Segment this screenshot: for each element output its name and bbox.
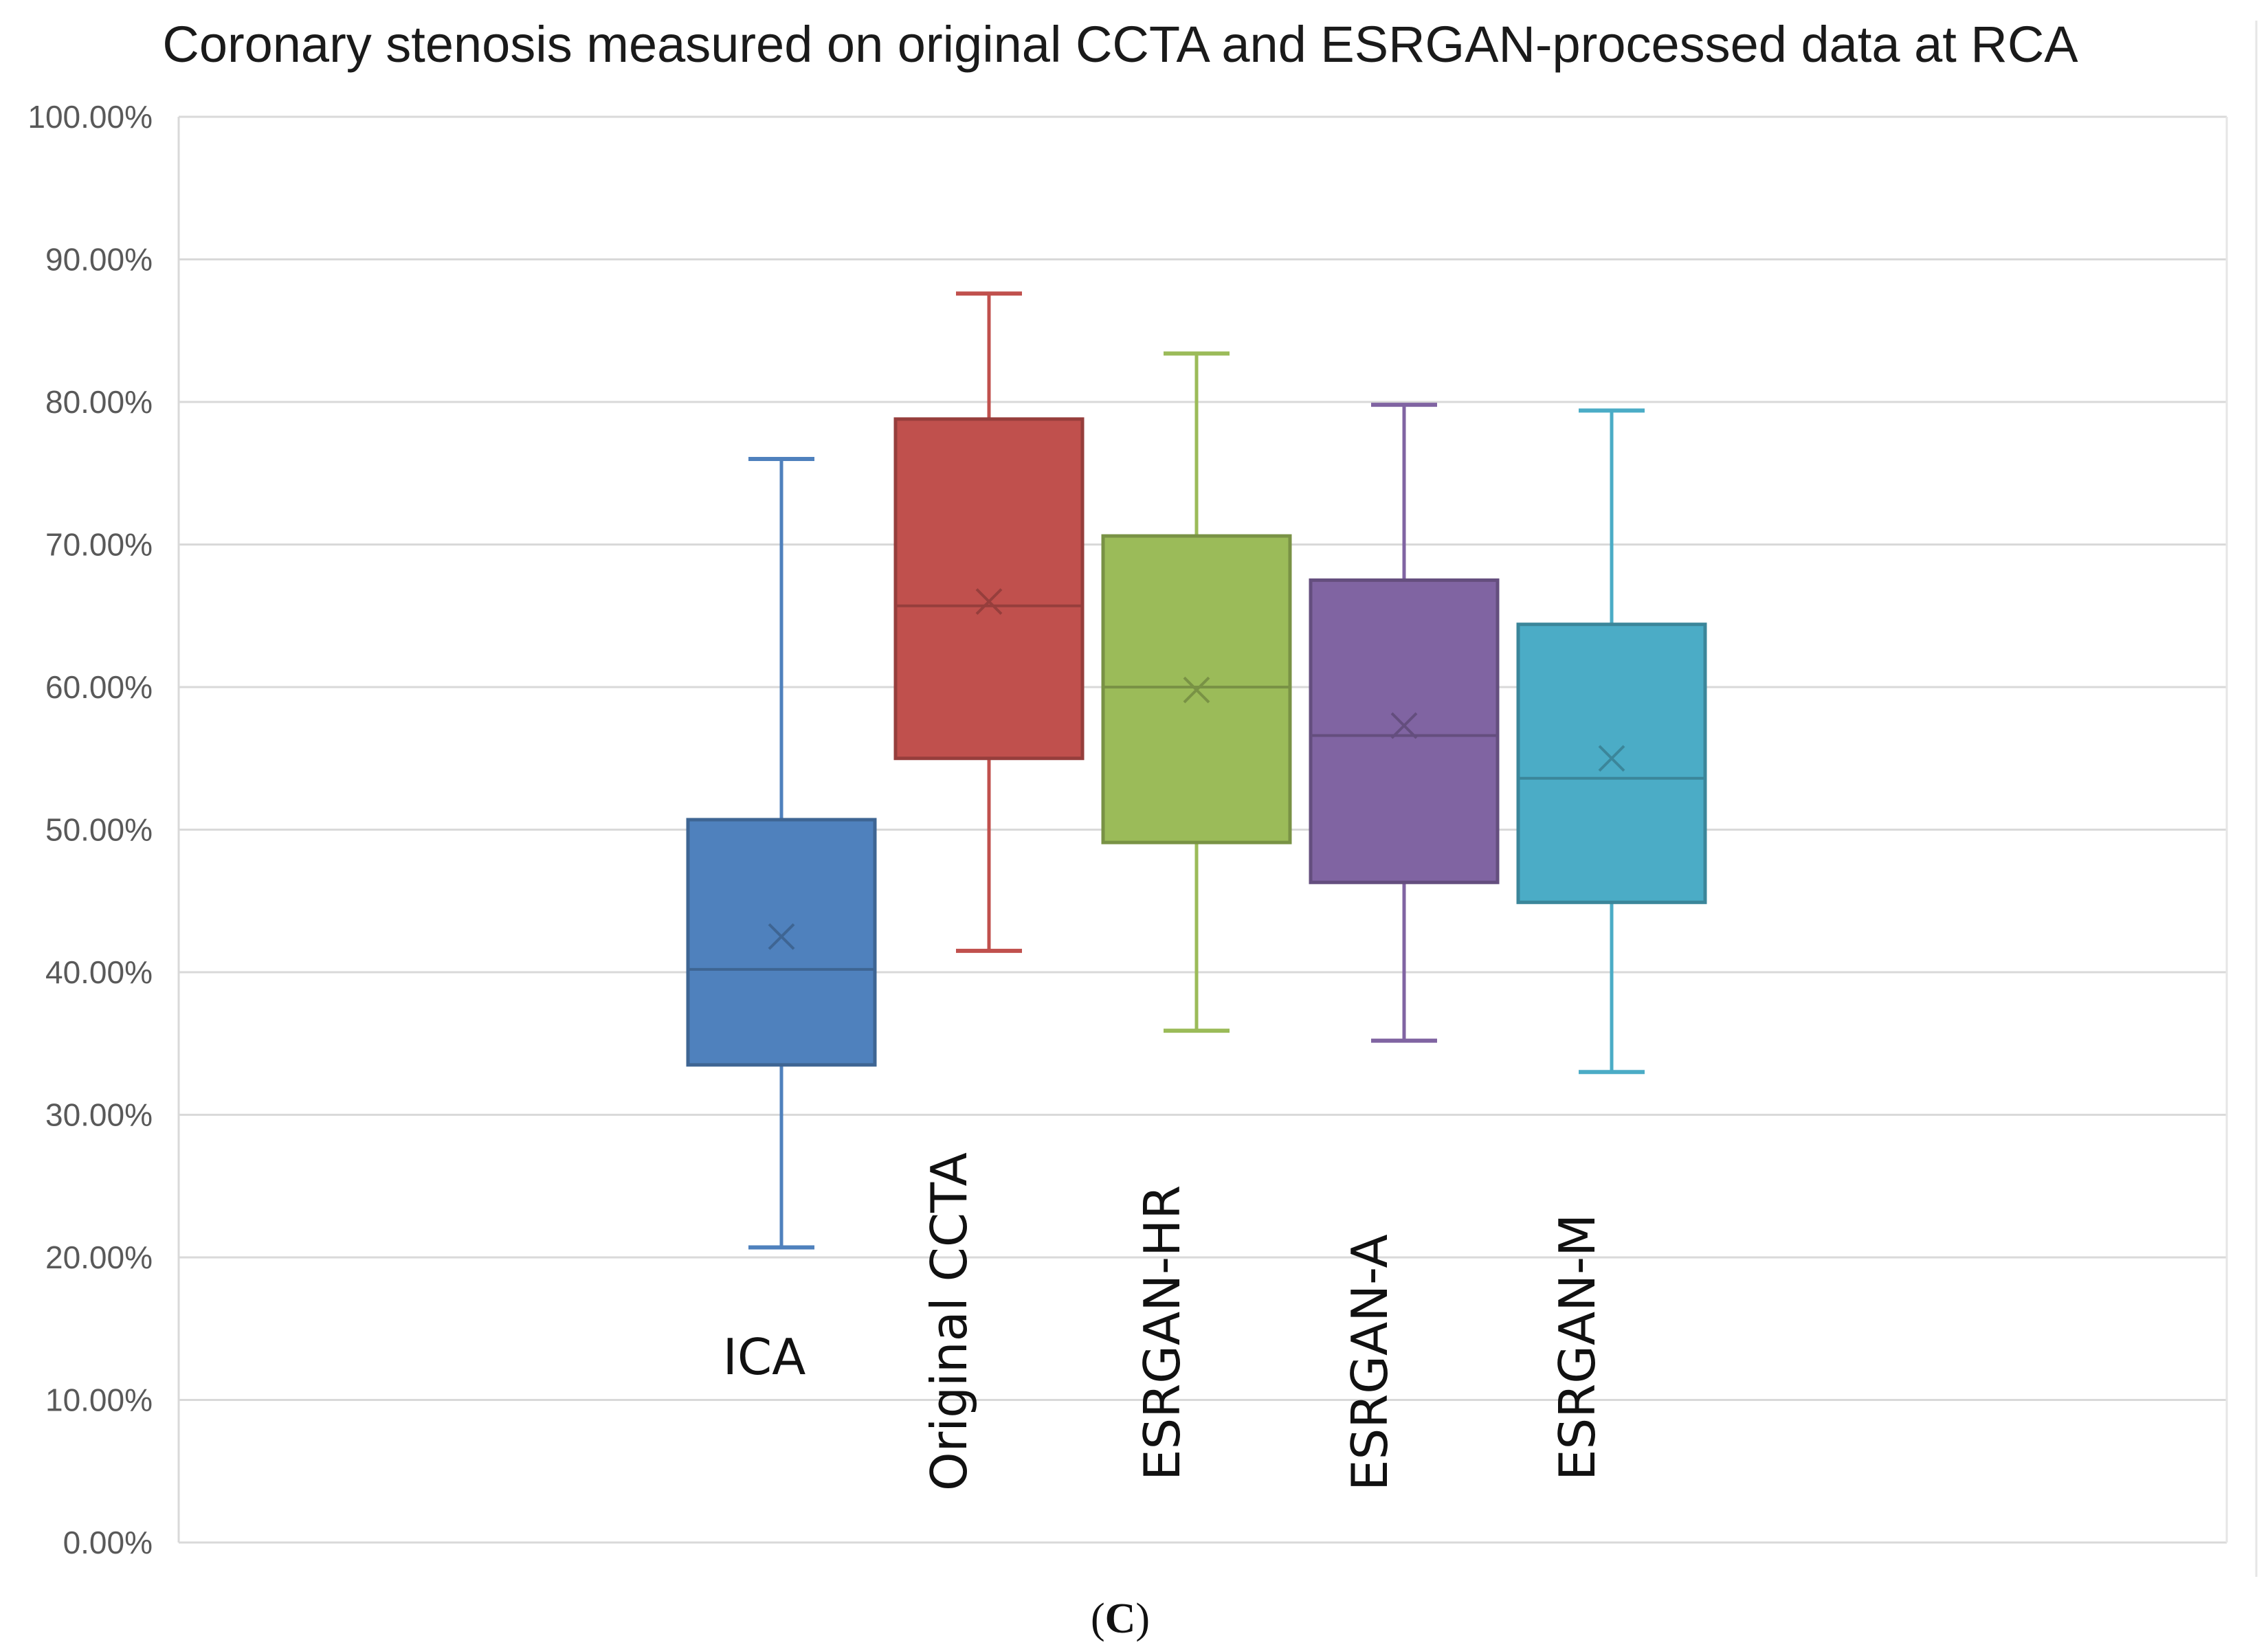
box-esrgan-a [1309,403,1500,1043]
box-original-ccta [893,291,1085,953]
category-label: ICA [723,1328,806,1386]
y-tick-label: 30.00% [45,1097,153,1133]
category-label: Original CCTA [920,1152,978,1491]
caption-close: ) [1135,1595,1150,1642]
iqr-box [893,417,1085,761]
y-tick-label: 20.00% [45,1239,153,1275]
y-axis: 0.00% 10.00% 20.00% 30.00% 40.00% 50.00% 60.00… [27,21,2258,1577]
caption-open: ( [1091,1595,1105,1642]
y-tick-label: 60.00% [45,669,153,705]
mean-marker [1390,712,1418,739]
box-esrgan-m [1516,408,1707,1075]
mean-marker [975,588,1003,615]
mean-marker-stroke [1183,676,1210,704]
category-label: ESRGAN-HR [1133,1185,1191,1481]
mean-marker-stroke [975,588,1003,615]
category-labels: ICA Original CCTA ESRGAN-HR ESRGAN-A ESRGAN-… [723,1152,1606,1491]
y-tick-label: 80.00% [45,384,153,420]
gridlines [179,115,2227,1544]
mean-marker-stroke [768,923,795,950]
category-label: ESRGAN-M [1548,1214,1606,1481]
mean-marker [768,923,795,950]
mean-marker-stroke [1390,712,1418,739]
box-ica [686,457,877,1250]
figure-caption: (C) [1091,1595,1150,1642]
box-esrgan-hr [1101,351,1292,1033]
chart-title: Coronary stenosis measured on original C… [162,16,2078,73]
y-tick-label: 0.00% [63,1525,153,1560]
y-tick-label: 10.00% [45,1382,153,1418]
iqr-box [1516,622,1707,904]
y-tick-label: 100.00% [27,99,153,135]
mean-marker-stroke [1598,745,1625,772]
y-tick-label: 40.00% [45,954,153,990]
mean-marker [1598,745,1625,772]
category-label: ESRGAN-A [1341,1234,1399,1491]
y-tick-label: 90.00% [45,242,153,278]
boxes [686,291,1707,1250]
iqr-box [1309,578,1500,884]
caption-letter: C [1105,1595,1136,1642]
iqr-box [686,818,877,1067]
y-tick-label: 50.00% [45,812,153,848]
y-tick-label: 70.00% [45,527,153,563]
mean-marker [1183,676,1210,704]
